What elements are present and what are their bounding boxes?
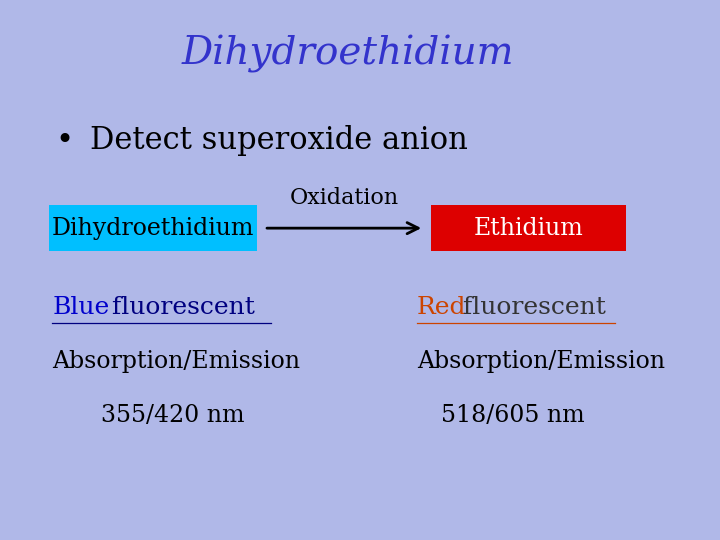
Text: Red: Red xyxy=(417,296,467,319)
Text: •: • xyxy=(55,126,73,155)
Text: Dihydroethidium: Dihydroethidium xyxy=(181,35,514,73)
FancyBboxPatch shape xyxy=(431,205,626,251)
Text: Oxidation: Oxidation xyxy=(289,187,399,210)
Text: Absorption/Emission: Absorption/Emission xyxy=(417,350,665,373)
Text: Absorption/Emission: Absorption/Emission xyxy=(52,350,300,373)
Text: Detect superoxide anion: Detect superoxide anion xyxy=(91,125,468,156)
Text: 355/420 nm: 355/420 nm xyxy=(101,404,244,427)
Text: fluorescent: fluorescent xyxy=(455,296,606,319)
Text: fluorescent: fluorescent xyxy=(104,296,255,319)
Text: 518/605 nm: 518/605 nm xyxy=(441,404,585,427)
Text: Blue: Blue xyxy=(52,296,109,319)
Text: Dihydroethidium: Dihydroethidium xyxy=(52,217,254,240)
FancyBboxPatch shape xyxy=(49,205,257,251)
Text: Ethidium: Ethidium xyxy=(474,217,583,240)
